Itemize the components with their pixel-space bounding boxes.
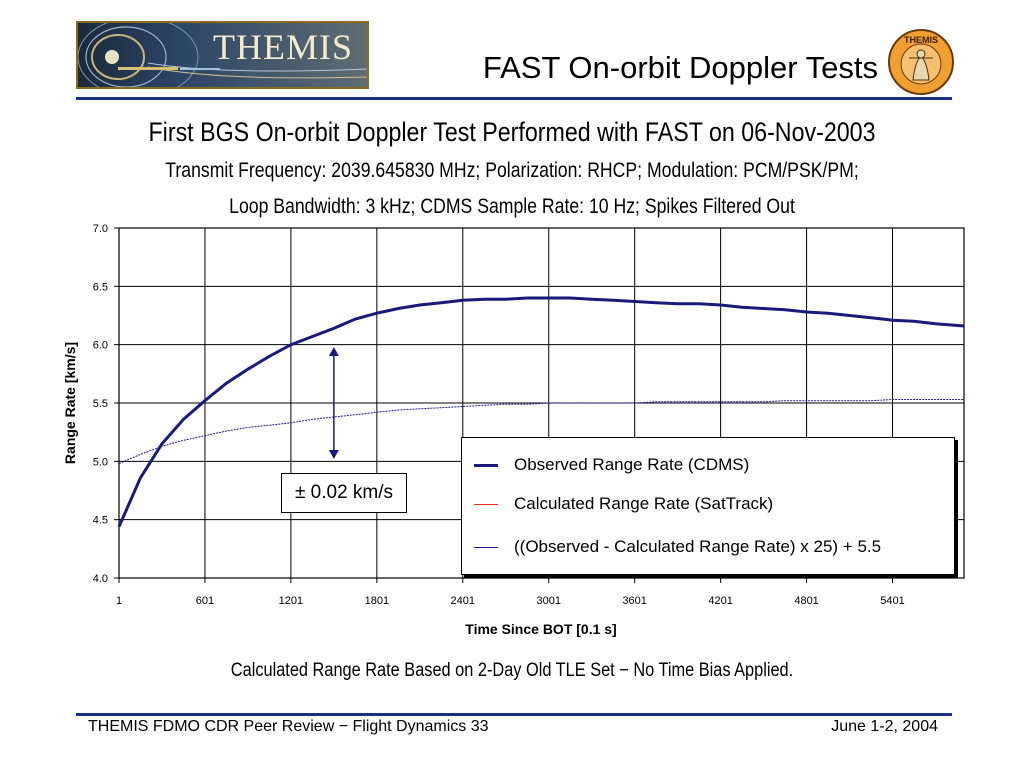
- x-tick-label: 4201: [708, 595, 732, 607]
- legend-swatch-calculated: [474, 503, 498, 505]
- y-tick-label: 4.5: [93, 515, 108, 527]
- footer-title: THEMIS FDMO CDR Peer Review − Flight Dyn…: [88, 718, 489, 735]
- magnetosphere-graphic: [78, 23, 367, 87]
- legend-item-observed: Observed Range Rate (CDMS): [474, 452, 749, 478]
- footer-divider: [76, 713, 952, 716]
- arrowhead-down: [328, 450, 339, 459]
- y-tick-label: 6.5: [93, 281, 108, 293]
- x-tick-label: 3601: [622, 595, 646, 607]
- range-rate-chart: 4.0 4.5 5.0 5.5 6.0 6.5 7.0 1 601 1201 1801 2401 30…: [62, 223, 965, 637]
- y-tick-label: 4.0: [93, 573, 108, 585]
- tolerance-annotation: ± 0.02 km/s: [281, 473, 407, 513]
- series-observed-line: [117, 296, 965, 528]
- legend-label-residual: ((Observed - Calculated Range Rate) x 25…: [514, 537, 882, 556]
- y-tick-label: 7.0: [93, 223, 108, 235]
- x-axis-label: Time Since BOT [0.1 s]: [465, 621, 616, 637]
- annotation-arrow: [328, 347, 339, 459]
- legend-item-calculated: Calculated Range Rate (SatTrack): [474, 491, 773, 517]
- logo-text: THEMIS: [213, 27, 353, 67]
- chart-legend: Observed Range Rate (CDMS) Calculated Ra…: [461, 437, 955, 575]
- chart-caption: Calculated Range Rate Based on 2-Day Old…: [230, 660, 794, 681]
- y-axis: 4.0 4.5 5.0 5.5 6.0 6.5 7.0: [93, 223, 119, 585]
- legend-label-calculated: Calculated Range Rate (SatTrack): [514, 494, 774, 513]
- x-tick-label: 2401: [451, 595, 475, 607]
- themis-logo-banner: THEMIS: [76, 21, 369, 89]
- x-tick-label: 1801: [365, 595, 389, 607]
- chart-subtitle-line1: Transmit Frequency: 2039.645830 MHz; Pol…: [165, 159, 859, 182]
- legend-swatch-residual: [474, 546, 498, 548]
- series: [117, 296, 965, 528]
- x-tick-label: 3001: [536, 595, 560, 607]
- svg-text:THEMIS: THEMIS: [904, 35, 938, 45]
- slide-title: FAST On-orbit Doppler Tests: [482, 50, 878, 85]
- header-divider: [76, 97, 952, 100]
- chart-title: First BGS On-orbit Doppler Test Performe…: [148, 117, 876, 147]
- x-tick-label: 601: [196, 595, 214, 607]
- themis-seal-logo: THEMIS: [887, 28, 955, 96]
- y-tick-label: 5.5: [93, 398, 108, 410]
- legend-item-residual: ((Observed - Calculated Range Rate) x 25…: [474, 534, 881, 560]
- x-tick-label: 1: [116, 595, 122, 607]
- x-tick-label: 4801: [794, 595, 818, 607]
- legend-swatch-observed: [474, 463, 498, 467]
- y-tick-label: 6.0: [93, 340, 108, 352]
- x-tick-label: 5401: [880, 595, 904, 607]
- x-tick-label: 1201: [279, 595, 303, 607]
- legend-label-observed: Observed Range Rate (CDMS): [514, 455, 750, 474]
- arrowhead-up: [328, 347, 339, 356]
- series-residual-line: [118, 399, 964, 465]
- y-axis-label: Range Rate [km/s]: [62, 342, 78, 464]
- footer-date: June 1-2, 2004: [831, 718, 938, 735]
- y-tick-label: 5.0: [93, 456, 108, 468]
- chart-subtitle-line2: Loop Bandwidth: 3 kHz; CDMS Sample Rate:…: [229, 195, 795, 218]
- x-axis: 1 601 1201 1801 2401 3001 3601 4201 4801 5401: [116, 578, 905, 607]
